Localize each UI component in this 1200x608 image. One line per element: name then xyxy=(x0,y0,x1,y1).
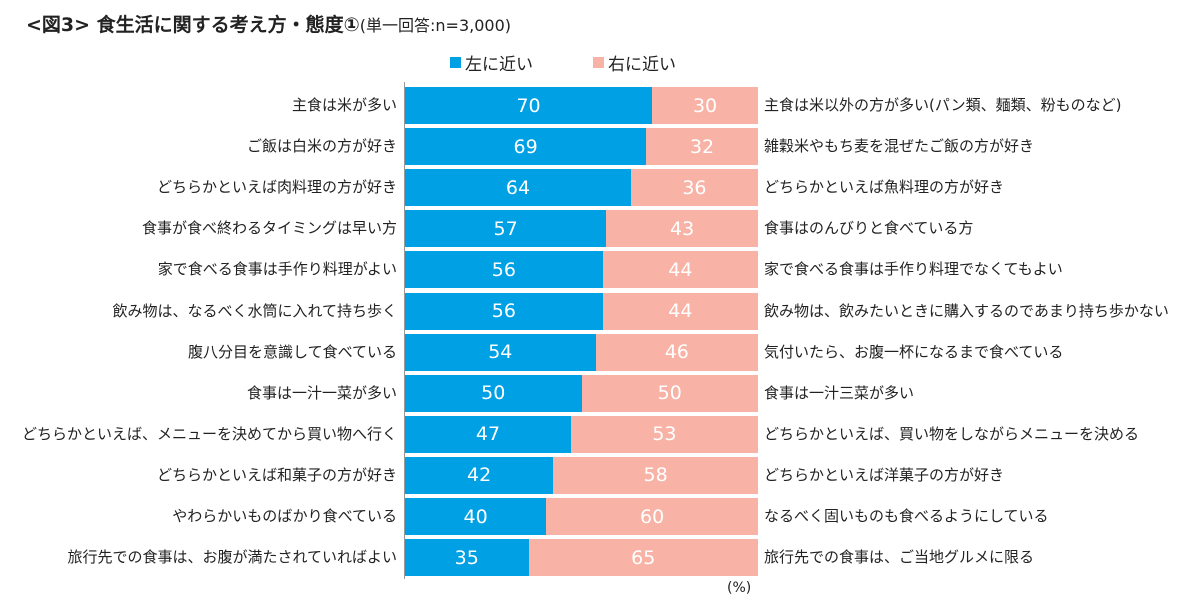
chart-row: どちらかといえば肉料理の方が好き 64 36 どちらかといえば魚料理の方が好き xyxy=(0,169,1200,207)
bar-right: 30 xyxy=(652,87,758,124)
bar-right: 44 xyxy=(602,251,758,289)
left-label: ご飯は白米の方が好き xyxy=(246,137,397,156)
chart-row: 家で食べる食事は手作り料理がよい 56 44 家で食べる食事は手作り料理でなくてもよい xyxy=(0,251,1200,289)
right-label: 食事は一汁三菜が多い xyxy=(764,383,915,402)
bar-right: 43 xyxy=(606,210,758,248)
left-label: 腹八分目を意識して食べている xyxy=(188,342,397,361)
title-text: <図3> 食生活に関する考え方・態度① xyxy=(26,14,360,36)
axis-line xyxy=(404,82,405,579)
legend-item-left: 左に近い xyxy=(450,50,533,75)
chart-row: ご飯は白米の方が好き 69 32 雑穀米やもち麦を混ぜたご飯の方が好き xyxy=(0,128,1200,166)
legend-label-right: 右に近い xyxy=(608,55,676,75)
bar-left: 56 xyxy=(405,292,603,330)
unit-label: (%) xyxy=(727,580,752,596)
right-label: 旅行先での食事は、ご当地グルメに限る xyxy=(764,548,1035,567)
chart-row: どちらかといえば、メニューを決めてから買い物へ行く 47 53 どちらかといえば、買い… xyxy=(0,415,1200,453)
chart-title: <図3> 食生活に関する考え方・態度①(単一回答:n=3,000) xyxy=(26,10,511,37)
left-label: どちらかといえば、メニューを決めてから買い物へ行く xyxy=(21,424,397,443)
chart-row: 飲み物は、なるべく水筒に入れて持ち歩く 56 44 飲み物は、飲みたいときに購入するの… xyxy=(0,292,1200,330)
bar-right: 36 xyxy=(630,169,758,207)
legend: 左に近い 右に近い xyxy=(450,50,676,75)
chart-row: 旅行先での食事は、お腹が満たされていればよい 35 65 旅行先での食事は、ご当地グル… xyxy=(0,539,1200,577)
bar-left: 40 xyxy=(405,498,547,535)
bar-left: 56 xyxy=(405,251,603,289)
right-label: どちらかといえば洋菓子の方が好き xyxy=(764,465,1005,484)
bar-left: 69 xyxy=(405,128,647,166)
bar-right: 53 xyxy=(570,415,758,453)
chart-row: どちらかといえば和菓子の方が好き 42 58 どちらかといえば洋菓子の方が好き xyxy=(0,456,1200,494)
left-label: 食事は一汁一菜が多い xyxy=(246,383,397,402)
left-label: どちらかといえば和菓子の方が好き xyxy=(156,465,397,484)
right-label: 飲み物は、飲みたいときに購入するのであまり持ち歩かない xyxy=(764,301,1169,320)
left-label: 家で食べる食事は手作り料理がよい xyxy=(157,260,397,279)
legend-swatch-left xyxy=(450,57,461,68)
bar-left: 50 xyxy=(405,374,582,412)
chart-row: 腹八分目を意識して食べている 54 46 気付いたら、お腹一杯になるまで食べている xyxy=(0,333,1200,371)
bar-right: 60 xyxy=(546,498,758,535)
chart-row: 食事は一汁一菜が多い 50 50 食事は一汁三菜が多い xyxy=(0,374,1200,412)
bar-right: 32 xyxy=(646,128,758,166)
left-label: どちらかといえば肉料理の方が好き xyxy=(156,178,397,197)
chart-row: 食事が食べ終わるタイミングは早い方 57 43 食事はのんびりと食べている方 xyxy=(0,210,1200,248)
bar-left: 57 xyxy=(405,210,607,248)
subtitle-text: (単一回答:n=3,000) xyxy=(359,16,511,35)
bar-left: 70 xyxy=(405,87,653,124)
bar-right: 58 xyxy=(553,456,758,494)
bar-left: 35 xyxy=(405,539,529,577)
left-label: 食事が食べ終わるタイミングは早い方 xyxy=(141,219,397,238)
bar-left: 42 xyxy=(405,456,554,494)
right-label: 気付いたら、お腹一杯になるまで食べている xyxy=(764,342,1064,361)
bar-right: 50 xyxy=(581,374,758,412)
bar-right: 65 xyxy=(528,539,758,577)
right-label: どちらかといえば魚料理の方が好き xyxy=(764,178,1005,197)
legend-item-right: 右に近い xyxy=(593,50,676,75)
legend-label-left: 左に近い xyxy=(465,55,533,75)
legend-swatch-right xyxy=(593,57,604,68)
bar-left: 54 xyxy=(405,333,596,371)
bar-right: 46 xyxy=(595,333,758,371)
bar-left: 47 xyxy=(405,415,571,453)
right-label: 食事はのんびりと食べている方 xyxy=(764,219,974,238)
left-label: 主食は米が多い xyxy=(291,96,397,114)
left-label: 旅行先での食事は、お腹が満たされていればよい xyxy=(67,548,397,567)
right-label: 主食は米以外の方が多い(パン類、麺類、粉ものなど) xyxy=(764,96,1122,114)
right-label: どちらかといえば、買い物をしながらメニューを決める xyxy=(764,424,1140,443)
chart-row: 主食は米が多い 70 30 主食は米以外の方が多い(パン類、麺類、粉ものなど) xyxy=(0,87,1200,124)
right-label: なるべく固いものも食べるようにしている xyxy=(764,507,1049,525)
left-label: 飲み物は、なるべく水筒に入れて持ち歩く xyxy=(112,301,397,320)
right-label: 雑穀米やもち麦を混ぜたご飯の方が好き xyxy=(764,137,1035,156)
left-label: やわらかいものばかり食べている xyxy=(172,507,397,525)
bar-left: 64 xyxy=(405,169,631,207)
chart-row: やわらかいものばかり食べている 40 60 なるべく固いものも食べるようにしている xyxy=(0,498,1200,535)
right-label: 家で食べる食事は手作り料理でなくてもよい xyxy=(764,260,1063,279)
bar-right: 44 xyxy=(602,292,758,330)
